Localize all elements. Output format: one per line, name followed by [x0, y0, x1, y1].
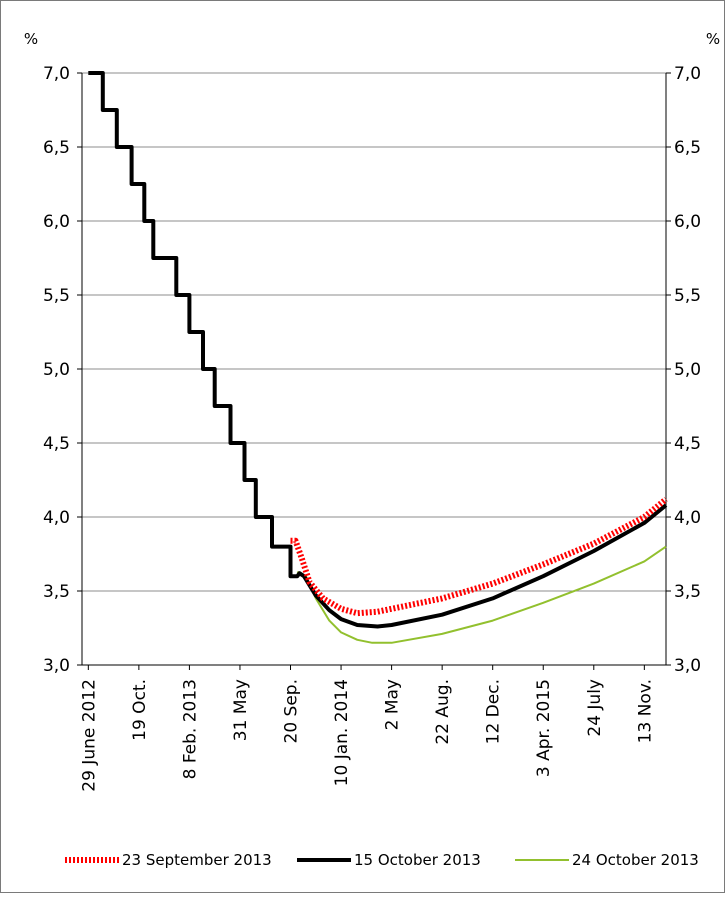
x-tick-label: 3 Apr. 2015: [534, 679, 554, 777]
y-tick-label-right: 4,5: [674, 434, 701, 454]
y-tick-label-right: 6,5: [674, 138, 701, 158]
legend: 23 September 2013 15 October 2013 24 Octob…: [65, 851, 699, 869]
y-tick-label-right: 5,5: [674, 286, 701, 306]
y-tick-label-right: 6,0: [674, 212, 701, 232]
y-tick-label-right: 5,0: [674, 360, 701, 380]
y-tick-label-right: 4,0: [674, 508, 701, 528]
x-tick-label: 19 Oct.: [130, 679, 150, 741]
series-lines: [88, 71, 668, 644]
y-axis-right: 3,0 3,5 4,0 4,5 5,0 5,5 6,0 6,5 7,0: [666, 64, 701, 676]
x-tick-label: 8 Feb. 2013: [180, 679, 200, 779]
gridlines: [82, 72, 666, 592]
x-tick-label: 2 May: [383, 679, 403, 730]
y-unit-right: %: [706, 30, 720, 48]
x-axis: 29 June 2012 19 Oct. 8 Feb. 2013 31 May 20 S…: [79, 665, 655, 792]
series-line: [290, 496, 668, 617]
y-tick-label-left: 3,0: [43, 656, 70, 676]
series-line: [296, 545, 667, 644]
y-tick-label-right: 7,0: [674, 64, 701, 84]
y-unit-left: %: [24, 30, 38, 48]
x-tick-label: 10 Jan. 2014: [332, 679, 352, 786]
y-tick-label-left: 6,5: [43, 138, 70, 158]
legend-label: 24 October 2013: [572, 851, 699, 869]
y-tick-label-left: 4,0: [43, 508, 70, 528]
y-tick-label-left: 7,0: [43, 64, 70, 84]
x-tick-label: 22 Aug.: [433, 679, 453, 745]
x-tick-label: 29 June 2012: [79, 679, 99, 792]
y-tick-label-left: 4,5: [43, 434, 70, 454]
series-line: [88, 71, 668, 629]
x-tick-label: 20 Sep.: [282, 679, 302, 743]
y-tick-label-left: 5,5: [43, 286, 70, 306]
y-tick-label-right: 3,5: [674, 582, 701, 602]
y-axis-left: 3,0 3,5 4,0 4,5 5,0 5,5 6,0 6,5 7,0: [43, 64, 82, 676]
legend-label: 23 September 2013: [122, 851, 272, 869]
y-tick-label-right: 3,0: [674, 656, 701, 676]
x-tick-label: 31 May: [231, 679, 251, 741]
y-tick-label-left: 5,0: [43, 360, 70, 380]
x-tick-label: 13 Nov.: [635, 679, 655, 743]
y-tick-label-left: 6,0: [43, 212, 70, 232]
x-tick-label: 24 July: [585, 679, 605, 737]
x-tick-label: 12 Dec.: [484, 679, 504, 744]
legend-label: 15 October 2013: [354, 851, 481, 869]
y-tick-label-left: 3,5: [43, 582, 70, 602]
